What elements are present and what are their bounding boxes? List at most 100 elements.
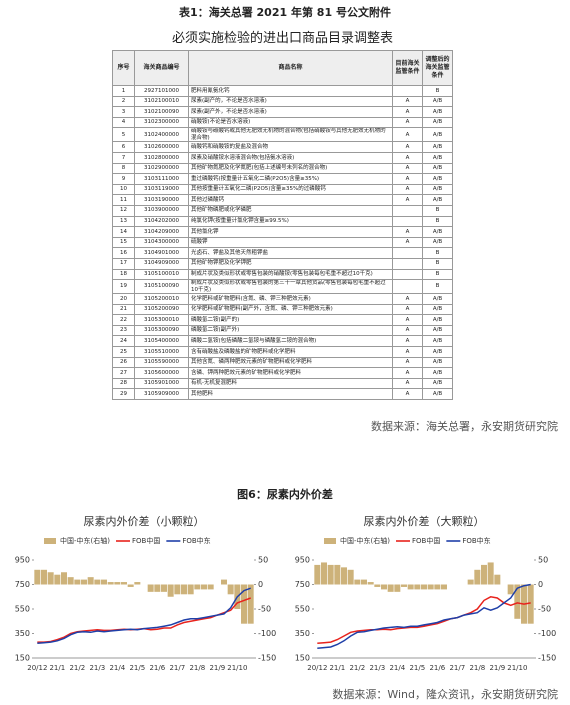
bar (121, 582, 127, 585)
bar (67, 577, 74, 585)
bar (514, 584, 521, 619)
table-cell: 3103900000 (134, 204, 189, 217)
table-row: 13 3104202000 纯氯化钾(按重量计氯化钾含量≥99.5%) B (112, 215, 454, 228)
table-cell: 8 (112, 162, 135, 175)
line (317, 596, 531, 645)
y2-tick-label: 50 (258, 556, 268, 565)
bar (161, 584, 167, 592)
header-cell: 调整后的海关监管条件 (421, 50, 454, 86)
table-cell: A (392, 162, 423, 175)
source: 数据来源：Wind，隆众资讯，永安期货研究院 (332, 688, 558, 701)
bar (74, 579, 81, 585)
table-cell: 3103111000 (134, 173, 189, 185)
table-cell: A/B (421, 293, 454, 305)
bar (41, 569, 47, 585)
table-row: 19 3105100090 制成片状及类似形状或零售包装的第三十一章其他货品(零售包… (112, 279, 454, 295)
x-tick-label: 21/9 (489, 664, 505, 672)
table-cell: A (392, 346, 423, 358)
table-cell: 尿素(副产外，不论是否水溶液) (188, 106, 393, 118)
table-cell: A (392, 293, 423, 305)
table-cell (392, 204, 423, 217)
table-cell: 29 (112, 388, 135, 401)
bar (421, 584, 427, 590)
source: 数据来源：海关总署，永安期货研究院 (371, 420, 558, 433)
table-cell: 24 (112, 335, 135, 348)
table-cell: 3105100090 (134, 279, 189, 295)
table-cell: A (392, 116, 423, 129)
table-cell: A/B (421, 335, 454, 348)
table-row: 27 3105600000 含磷、钾两种肥效元素的矿物肥料或化学肥料 A A/B (112, 367, 454, 379)
line (37, 587, 251, 645)
table-cell: 20 (112, 293, 135, 305)
table-cell: 3104209000 (134, 226, 189, 238)
bar (154, 584, 161, 592)
header-cell: 目前海关监管条件 (392, 50, 423, 86)
bar (47, 572, 54, 585)
y-tick-label: 150 (295, 654, 310, 663)
table-cell (392, 247, 423, 259)
table-cell: A (392, 388, 423, 401)
bar (54, 574, 61, 585)
table-cell: A/B (421, 194, 454, 206)
table-cell: A/B (421, 116, 454, 129)
table-cell: A (392, 314, 423, 326)
bar (34, 569, 41, 585)
table-cell: 21 (112, 303, 135, 316)
bar (487, 562, 494, 585)
table-cell: 3105400000 (134, 335, 189, 348)
table-cell: 硫酸钾 (188, 236, 393, 249)
bar (134, 582, 141, 585)
table-cell (392, 215, 423, 228)
bar (94, 579, 101, 585)
table-row: 4 3102300000 硝酸铵(不论是否水溶液) A A/B (112, 116, 454, 129)
table-cell: A/B (421, 314, 454, 326)
table-cell: B (421, 85, 454, 97)
chart: 尿素内外价差（小颗粒） 中国-中东(右轴) FOB中国 FOB中东 150 350 550 7… (15, 514, 276, 672)
x-tick-label: 20/12 (27, 664, 47, 672)
bar (527, 584, 534, 624)
x-tick-label: 21/9 (209, 664, 225, 672)
table-cell: 6 (112, 141, 135, 153)
legend-label: 中国-中东(右轴) (340, 536, 390, 545)
bar (374, 584, 381, 587)
table-cell: A (392, 127, 423, 143)
table-row: 18 3105100010 制成片状及类似形状或零售包装的硝酸铵(零售包装每包毛重不… (112, 268, 454, 281)
bar (361, 579, 367, 585)
table-cell: A/B (421, 162, 454, 175)
bar (201, 584, 207, 590)
y-tick-label: 150 (15, 654, 30, 663)
x-tick-label: 21/2 (69, 664, 85, 672)
bar (407, 584, 414, 590)
bar (434, 584, 441, 590)
table-cell: 光卤石、钾盐及其他天然粗钾盐 (188, 247, 393, 259)
table-cell: 16 (112, 247, 135, 259)
table-cell: A (392, 183, 423, 196)
table-cell: 有机-无机复混肥料 (188, 377, 393, 390)
table-cell: 其他矿物磷肥或化学磷肥 (188, 204, 393, 217)
bar (474, 569, 481, 585)
table-cell: A (392, 303, 423, 316)
y-tick-label: 750 (15, 580, 30, 589)
table-cell: A/B (421, 151, 454, 164)
table-cell: A/B (421, 377, 454, 390)
table-cell: A (392, 367, 423, 379)
table-cell: 其他矿物氮肥及化学氮肥(包括上述编号未列名的混合物) (188, 162, 393, 175)
table-cell: A (392, 335, 423, 348)
table-cell: 11 (112, 194, 135, 206)
legend-swatch (324, 538, 336, 544)
bar (241, 584, 247, 624)
table-row: 7 3102800000 尿素及硝酸铵水溶液混合物(包括氨水溶液) A A/B (112, 151, 454, 164)
header-cell: 海关商品编号 (134, 50, 189, 86)
table-cell: B (421, 204, 454, 217)
table-cell: 重过磷酸钙(按重量计五氧化二磷(P2O5)含量≥35%) (188, 173, 393, 185)
bar (481, 564, 487, 585)
bar (467, 579, 474, 585)
table-cell: 3 (112, 106, 135, 118)
table-cell: 19 (112, 279, 135, 295)
table-title: 必须实施检验的进出口商品目录调整表 (112, 28, 453, 51)
bar (187, 584, 194, 595)
table-cell: 3105901000 (134, 377, 189, 390)
y2-tick-label: -150 (258, 654, 276, 663)
table-cell: 22 (112, 314, 135, 326)
bar (347, 569, 354, 585)
